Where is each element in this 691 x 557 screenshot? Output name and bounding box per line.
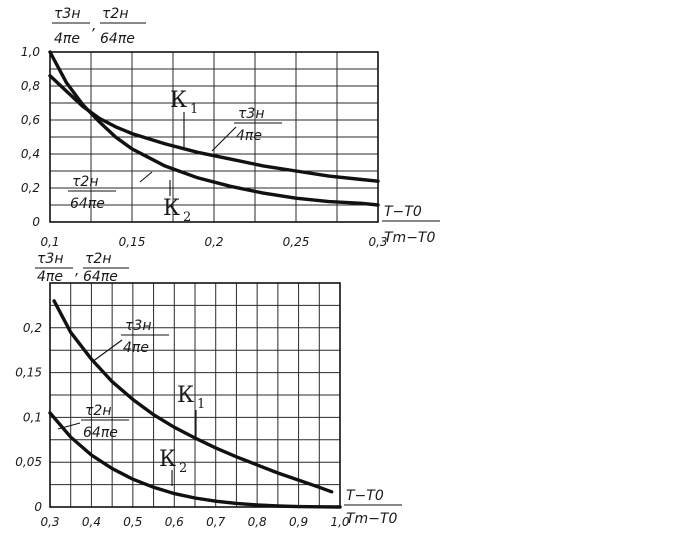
ylabel-left-denominator: 4πe (54, 31, 80, 47)
y-tick-label: 1,0 (21, 45, 40, 59)
series-label-denominator-tau3: 4πe (236, 128, 262, 144)
ylabel-right-denominator: 64πe (100, 31, 135, 47)
ylabel-left-numerator: τ3н (37, 251, 64, 267)
y-tick-label: 0,15 (15, 366, 42, 380)
bottom-chart: 0 0,05 0,1 0,15 0,2 0,3 0,4 0,5 0,6 0,7 0,8 0,9 1,0 τ… (15, 251, 402, 529)
plot-frame (49, 51, 379, 223)
marker-subscript: 1 (190, 102, 198, 117)
series-label-leader-tau3 (211, 126, 237, 152)
x-tick-label: 0,6 (165, 515, 184, 529)
marker-letter: К (159, 447, 176, 472)
x-tick-label: 0,25 (283, 235, 310, 249)
xlabel-denominator: Tm−T0 (384, 230, 435, 246)
marker-letter: К (177, 383, 194, 408)
series-label-leader-tau2 (139, 171, 153, 183)
marker-subscript: 2 (179, 461, 187, 476)
ylabel-right-numerator: τ2н (85, 251, 112, 267)
series-label-denominator-tau2: 64πe (70, 196, 105, 212)
x-tick-label: 1,0 (330, 515, 349, 529)
ylabel-right-numerator: τ2н (102, 6, 129, 22)
series-label-denominator-tau3: 4πe (123, 340, 149, 356)
series-label-numerator-tau3: τ3н (238, 106, 265, 122)
series-label-leader-tau3 (91, 339, 123, 363)
ylabel-separator: , (92, 18, 96, 34)
x-tick-label: 0,8 (248, 515, 267, 529)
series-line-tau2 (48, 411, 342, 509)
x-tick-label: 0,3 (368, 235, 387, 249)
y-tick-label: 0,2 (21, 181, 40, 195)
y-tick-label: 0,6 (21, 113, 40, 127)
x-tick-label: 0,1 (40, 235, 59, 249)
series-label-numerator-tau2: τ2н (72, 174, 99, 190)
series-line-tau2 (48, 50, 380, 207)
y-tick-label: 0,1 (23, 410, 42, 424)
marker-subscript: 2 (183, 210, 191, 225)
ylabel-left-numerator: τ3н (54, 6, 81, 22)
x-tick-label: 0,5 (123, 515, 142, 529)
y-tick-label: 0,8 (21, 79, 40, 93)
y-tick-label: 0 (34, 500, 42, 514)
ylabel-separator: , (75, 263, 79, 279)
ylabel-right-denominator: 64πe (83, 269, 118, 285)
series-label-numerator-tau2: τ2н (85, 403, 112, 419)
x-tick-label: 0,3 (40, 515, 59, 529)
grid-lines (49, 282, 341, 508)
series-line-tau3 (52, 299, 334, 494)
xlabel-numerator: T−T0 (346, 488, 384, 504)
marker-subscript: 1 (197, 397, 205, 412)
xlabel-denominator: Tm−T0 (346, 511, 397, 527)
marker-letter: К (170, 88, 187, 113)
x-tick-label: 0,9 (289, 515, 308, 529)
y-tick-label: 0,05 (15, 455, 42, 469)
series-label-denominator-tau2: 64πe (83, 425, 118, 441)
y-tick-label: 0,2 (23, 321, 42, 335)
x-tick-label: 0,4 (82, 515, 101, 529)
y-tick-label: 0,4 (21, 147, 40, 161)
plot-frame (49, 282, 341, 508)
top-chart: 0 0,2 0,4 0,6 0,8 1,0 0,1 0,15 0,2 0,25 0,3 τ3н 4πe,… (21, 6, 440, 249)
y-tick-label: 0 (32, 215, 40, 229)
x-tick-label: 0,7 (206, 515, 225, 529)
series-label-leader-tau2 (57, 422, 81, 430)
xlabel-numerator: T−T0 (384, 204, 422, 220)
x-tick-label: 0,2 (204, 235, 223, 249)
marker-letter: К (163, 196, 180, 221)
x-tick-label: 0,15 (119, 235, 146, 249)
ylabel-left-denominator: 4πe (37, 269, 63, 285)
series-label-numerator-tau3: τ3н (125, 318, 152, 334)
